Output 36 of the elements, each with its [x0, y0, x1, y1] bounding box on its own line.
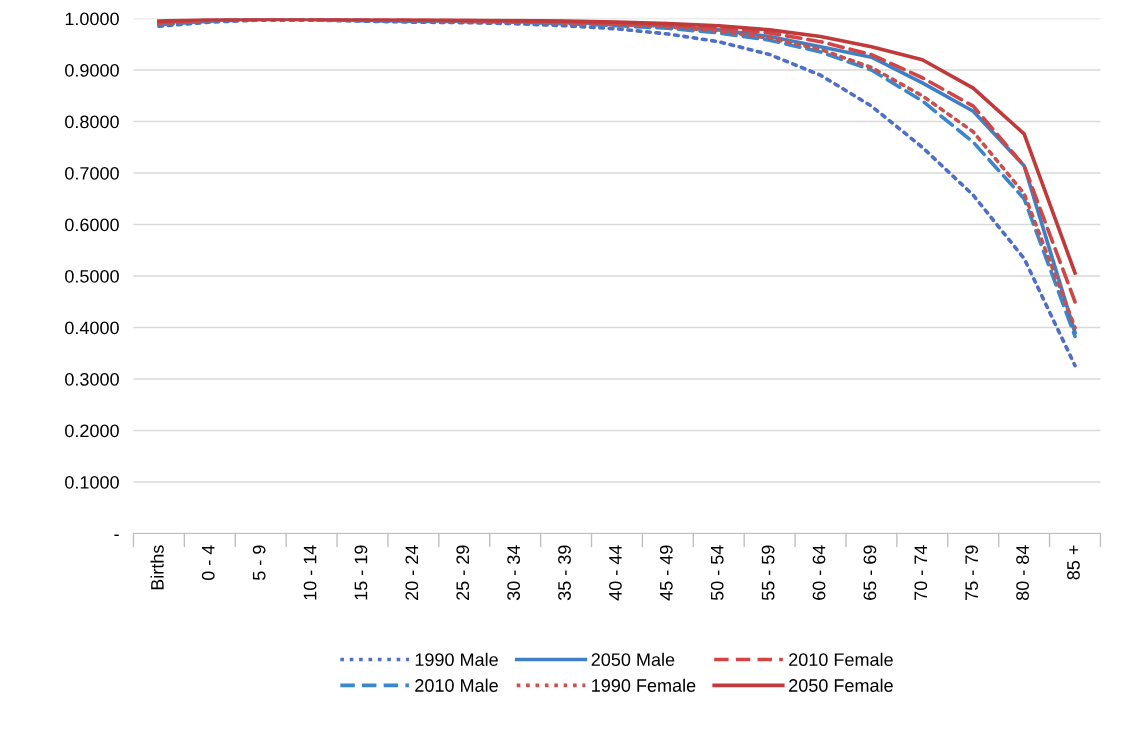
x-tick-label: 30 - 34 — [507, 545, 521, 601]
y-tick-label: 0.7000 — [65, 166, 119, 180]
y-tick-label: 0.9000 — [65, 63, 119, 77]
y-tick-label: 0.2000 — [65, 424, 119, 438]
x-tick-label: 75 - 79 — [965, 545, 979, 600]
x-tick-label: 70 - 74 — [914, 545, 928, 600]
x-tick-label: 55 - 59 — [761, 545, 775, 601]
y-tick-label: 0.1000 — [65, 475, 119, 489]
x-tick-label: 45 - 49 — [659, 545, 673, 601]
legend-label: 1990 Male — [415, 652, 498, 667]
x-tick-label: 15 - 19 — [354, 545, 368, 600]
y-tick-label: 0.6000 — [65, 218, 119, 232]
x-tick-label: 80 - 84 — [1016, 545, 1029, 601]
legend-label: 2050 Female — [789, 678, 893, 692]
x-tick-label: Births — [150, 545, 164, 590]
x-tick-label: 5 - 9 — [252, 545, 266, 581]
y-tick-label: 0.4000 — [65, 321, 119, 335]
x-tick-label: 35 - 39 — [558, 545, 571, 601]
y-tick-label: 0.3000 — [65, 372, 119, 386]
x-tick-label: 10 - 14 — [303, 545, 317, 600]
legend-label: 2010 Male — [415, 678, 498, 692]
x-tick-label: 0 - 4 — [201, 545, 215, 581]
x-tick-label: 60 - 64 — [812, 545, 826, 600]
x-tick-label: 65 - 69 — [863, 545, 877, 600]
legend-label: 2050 Male — [591, 652, 675, 667]
y-tick-label: - — [114, 534, 119, 536]
y-tick-label: 0.5000 — [65, 269, 119, 283]
legend-label: 2010 Female — [789, 652, 893, 667]
x-tick-label: 20 - 24 — [405, 545, 419, 600]
x-tick-label: 25 - 29 — [456, 545, 470, 600]
x-tick-label: 85 + — [1067, 545, 1080, 580]
y-tick-label: 1.0000 — [65, 12, 119, 26]
x-tick-label: 50 - 54 — [710, 545, 724, 601]
legend-label: 1990 Female — [592, 678, 696, 692]
x-tick-label: 40 - 44 — [609, 545, 622, 601]
y-tick-label: 0.8000 — [65, 115, 119, 129]
